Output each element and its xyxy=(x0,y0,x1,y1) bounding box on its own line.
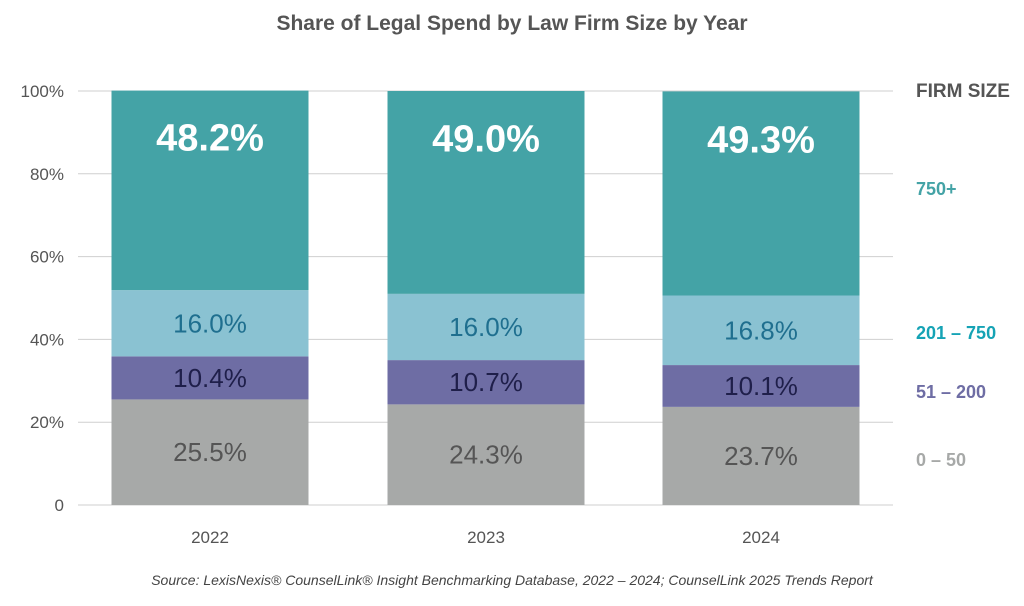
y-tick-label: 60% xyxy=(30,248,64,267)
data-label: 49.0% xyxy=(432,119,540,161)
legend-item: 750+ xyxy=(916,179,957,199)
data-label: 49.3% xyxy=(707,119,815,161)
y-tick-label: 0 xyxy=(55,496,64,515)
bars: 25.5% 10.4% 16.0% 48.2% 24.3% 10.7% 16.0% 49.0%… xyxy=(111,90,860,505)
data-label: 48.2% xyxy=(156,117,264,159)
data-label: 16.0% xyxy=(173,308,247,338)
data-label: 25.5% xyxy=(173,437,247,467)
legend-item: 201 – 750 xyxy=(916,323,996,343)
bar-segment xyxy=(662,295,860,366)
legend-title: FIRM SIZE xyxy=(916,81,1010,102)
bar-segment xyxy=(111,399,309,505)
data-label: 10.1% xyxy=(724,371,798,401)
chart-source: Source: LexisNexis® CounselLink® Insight… xyxy=(151,572,873,588)
legend-item: 51 – 200 xyxy=(916,382,986,402)
bar-segment xyxy=(662,91,860,296)
x-tick-label: 2024 xyxy=(742,528,780,547)
bar-segment xyxy=(111,356,309,400)
y-axis: 0 20% 40% 60% 80% 100% xyxy=(21,82,64,515)
y-tick-label: 40% xyxy=(30,330,64,349)
bar-segment xyxy=(387,293,585,361)
data-label: 16.8% xyxy=(724,315,798,345)
bar-segment xyxy=(111,290,309,357)
bar-segment xyxy=(387,91,585,294)
y-tick-label: 80% xyxy=(30,165,64,184)
data-label: 10.7% xyxy=(449,367,523,397)
x-tick-label: 2022 xyxy=(191,528,229,547)
chart-title: Share of Legal Spend by Law Firm Size by… xyxy=(276,12,748,35)
bar-segment xyxy=(662,406,860,505)
y-tick-label: 100% xyxy=(21,82,64,101)
x-axis: 2022 2023 2024 xyxy=(191,528,780,547)
data-label: 24.3% xyxy=(449,440,523,470)
data-label: 16.0% xyxy=(449,312,523,342)
legend: FIRM SIZE 0 – 50 51 – 200 201 – 750 750+ xyxy=(916,81,1010,470)
x-tick-label: 2023 xyxy=(467,528,505,547)
bar-segment xyxy=(111,90,309,291)
data-label: 23.7% xyxy=(724,441,798,471)
bar-segment xyxy=(662,365,860,407)
legend-item: 0 – 50 xyxy=(916,450,966,470)
data-label: 10.4% xyxy=(173,363,247,393)
bar-segment xyxy=(387,404,585,505)
y-tick-label: 20% xyxy=(30,413,64,432)
bar-segment xyxy=(387,360,585,405)
